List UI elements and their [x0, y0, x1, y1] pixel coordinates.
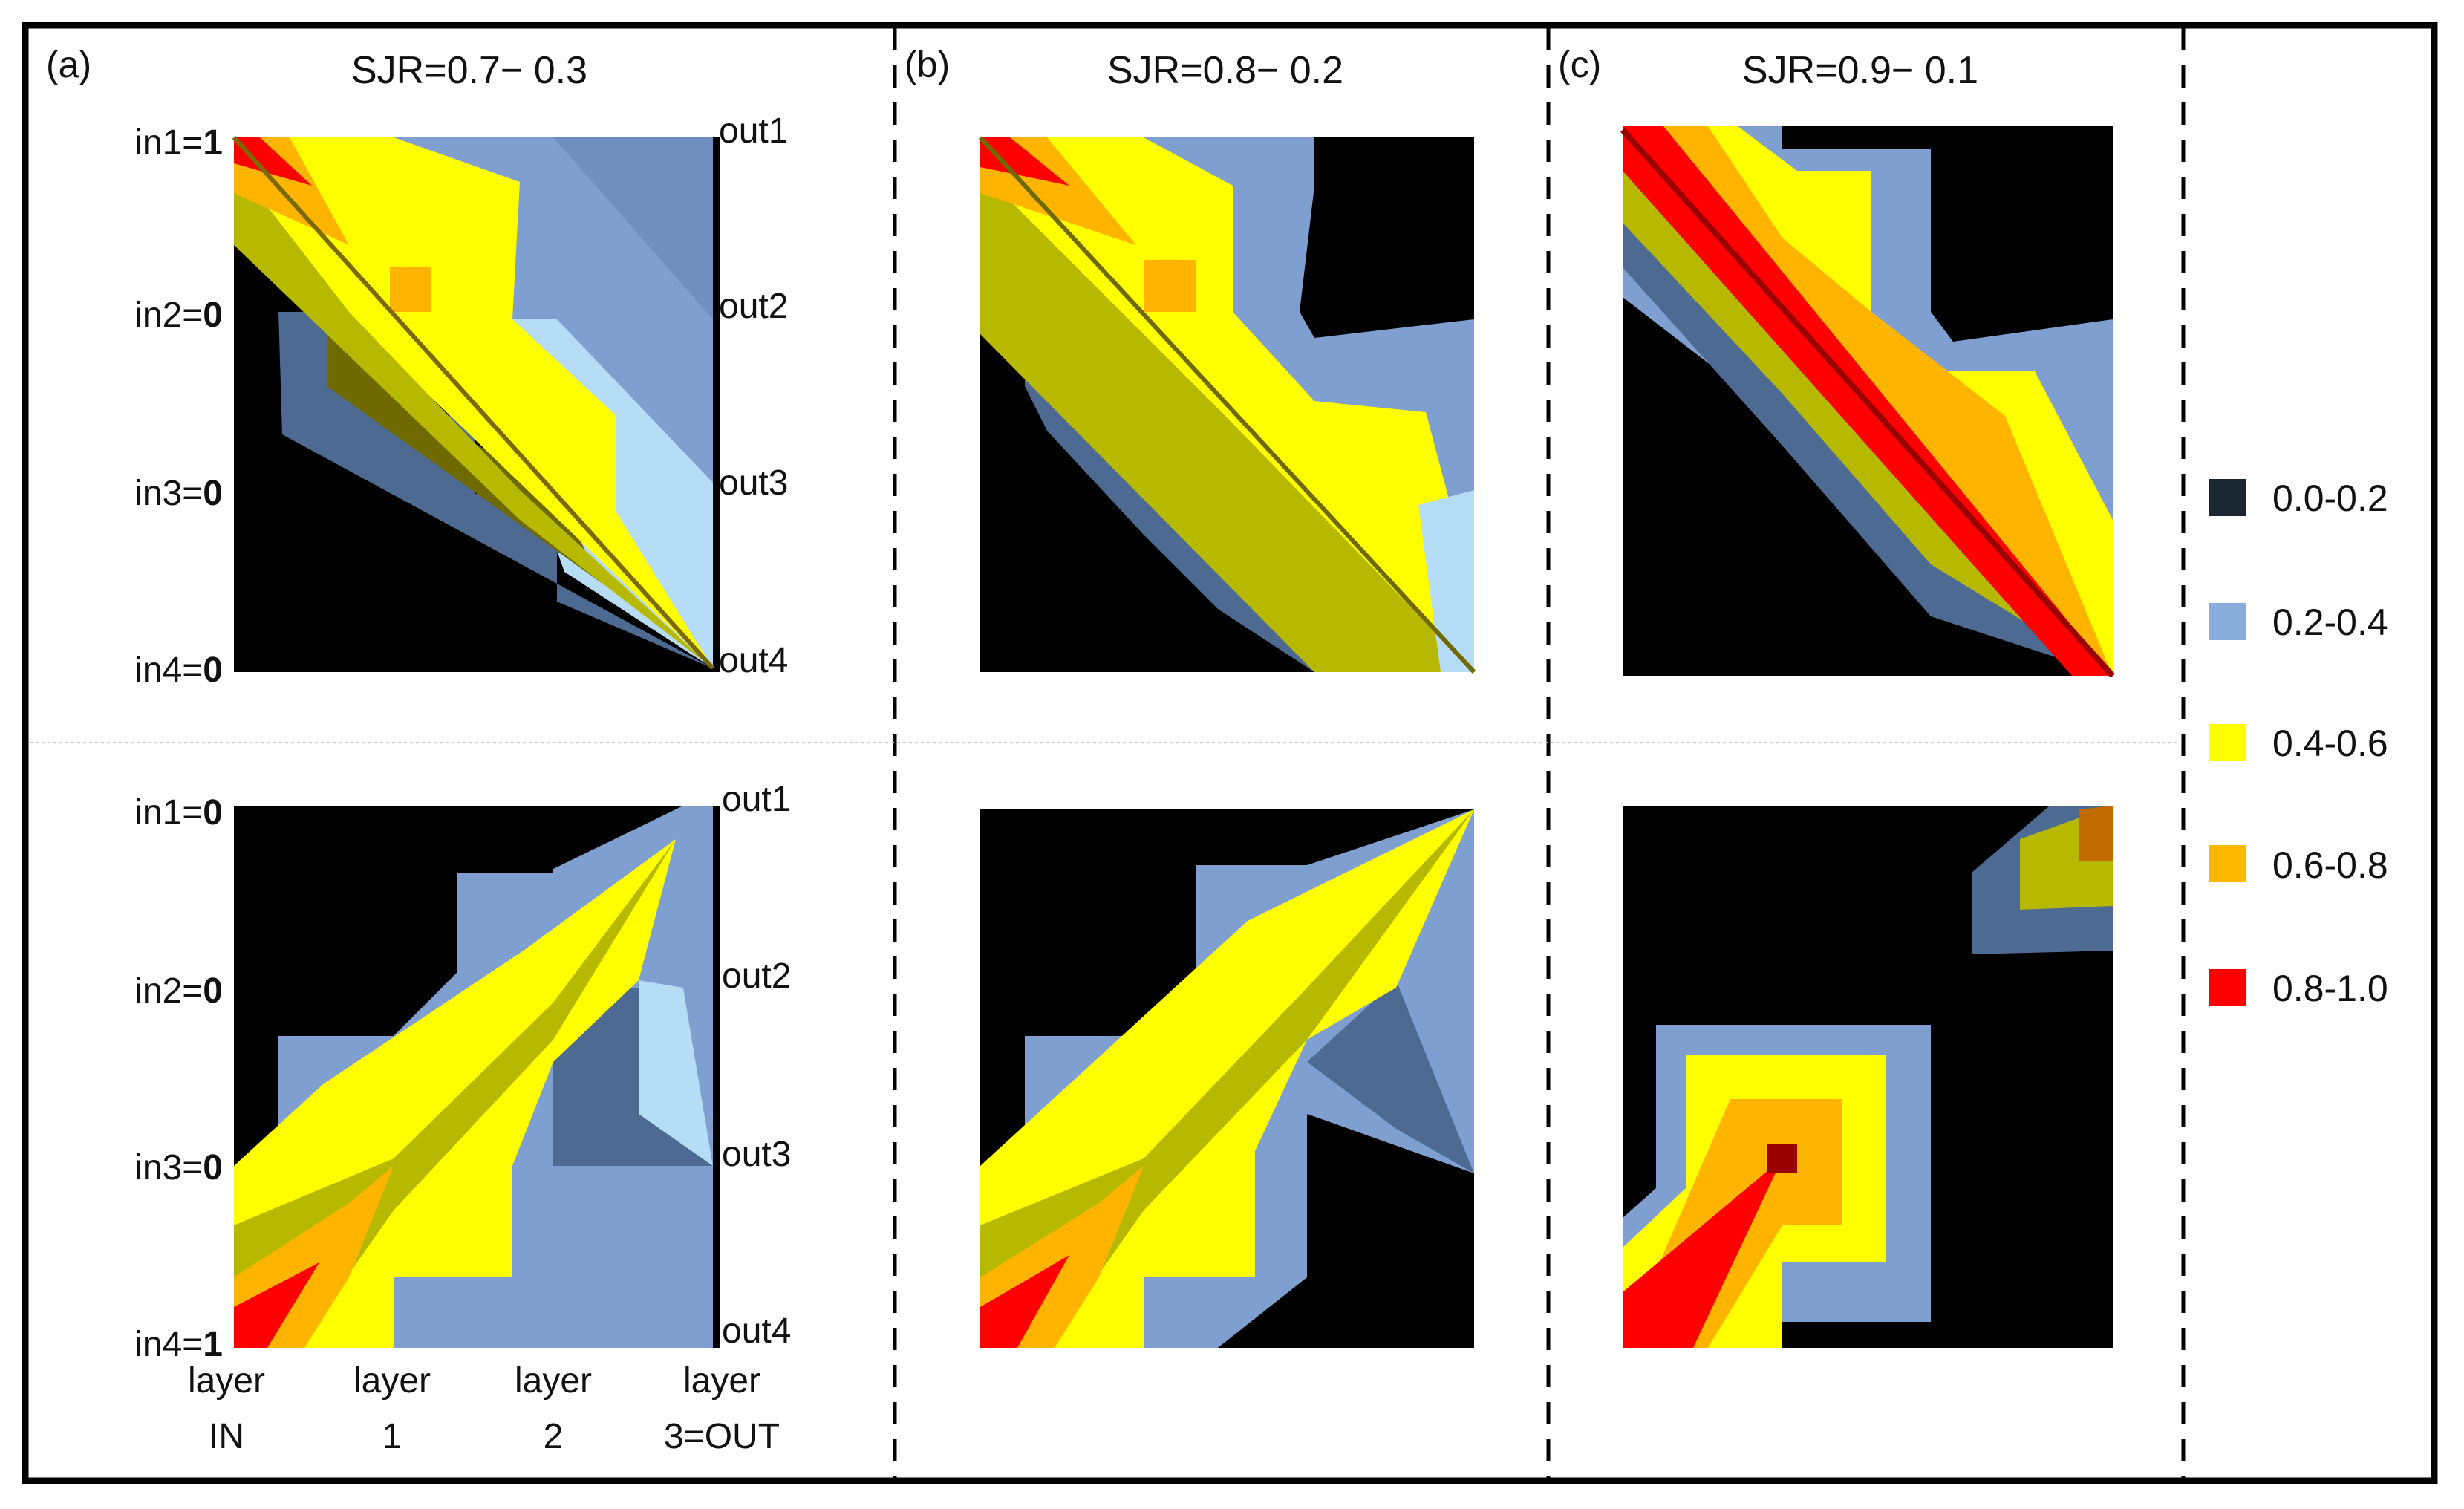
- layer-label-2: layer: [515, 1361, 592, 1401]
- legend-label: 0.8-1.0: [2272, 968, 2388, 1009]
- region-corner-orange: [2079, 806, 2113, 861]
- panel-title-a: SJR=0.7− 0.3: [351, 49, 587, 92]
- legend-swatch: [2209, 845, 2246, 882]
- panel-header-a: (a) SJR=0.7− 0.3: [46, 44, 587, 92]
- legend-label: 0.2-0.4: [2272, 602, 2388, 643]
- region-light-blue: [1418, 490, 1474, 672]
- diagonal-edge: [1620, 128, 2115, 678]
- heatmap-b-top: [978, 135, 1476, 674]
- input-labels-top: in1=1 in2=0 in3=0 in4=0: [134, 123, 223, 690]
- legend-label: 0.4-0.6: [2272, 723, 2388, 764]
- output-label-1: out1: [719, 111, 788, 151]
- region-red: [234, 1262, 319, 1348]
- region-light-blue: [639, 980, 713, 1166]
- region-dark-blue: [1025, 297, 1426, 672]
- panel-letter-a: (a): [46, 44, 91, 85]
- layer-label-in: layer: [188, 1361, 265, 1401]
- region-orange-spot: [1144, 260, 1196, 312]
- legend-swatch: [2209, 479, 2246, 516]
- legend-swatch: [2209, 969, 2246, 1006]
- output-labels-bottom: out1 out2 out3 out4: [722, 780, 791, 1351]
- region-olive: [980, 171, 1474, 672]
- legend: 0.0-0.2 0.2-0.4 0.4-0.6 0.6-0.8 0.8-1.0: [2209, 478, 2388, 1009]
- input-label-4: in4=0: [134, 651, 223, 690]
- input-label-1: in1=0: [134, 793, 223, 832]
- input-label-4: in4=1: [134, 1325, 223, 1364]
- input-label-3: in3=0: [134, 474, 223, 513]
- panel-letter-c: (c): [1558, 44, 1601, 85]
- input-label-2: in2=0: [134, 971, 223, 1011]
- region-blue-shade: [553, 137, 713, 319]
- region-dark-blue: [1307, 980, 1474, 1173]
- output-labels-top: out1 out2 out3 out4: [719, 111, 788, 680]
- input-label-1: in1=1: [134, 123, 223, 163]
- diagonal-edge: [232, 135, 715, 671]
- region-red: [980, 1255, 1069, 1348]
- legend-label: 0.6-0.8: [2272, 844, 2388, 886]
- heatmap-c-bottom: [1623, 806, 2113, 1348]
- region-orange-spot: [390, 267, 431, 312]
- layer-label-1-sub: 1: [382, 1417, 402, 1456]
- heatmap-a-top: [232, 135, 720, 672]
- layer-labels: layer IN layer 1 layer 2 layer 3=OUT: [188, 1361, 780, 1456]
- region-red: [234, 137, 312, 186]
- output-label-4: out4: [722, 1311, 791, 1351]
- layer-label-out: layer: [683, 1361, 760, 1401]
- heatmap-a-bottom: [234, 806, 720, 1348]
- panel-header-b: (b) SJR=0.8− 0.2: [905, 44, 1343, 92]
- input-label-3: in3=0: [134, 1148, 223, 1187]
- heatmap-c-top: [1620, 126, 2115, 678]
- layer-label-2-sub: 2: [544, 1417, 564, 1456]
- panel-title-c: SJR=0.9− 0.1: [1742, 49, 1978, 92]
- layer-label-1: layer: [353, 1361, 431, 1401]
- input-labels-bottom: in1=0 in2=0 in3=0 in4=1: [134, 793, 223, 1364]
- diagonal-edge: [978, 135, 1476, 674]
- output-label-4: out4: [719, 641, 788, 680]
- legend-swatch: [2209, 603, 2246, 640]
- legend-label: 0.0-0.2: [2272, 478, 2388, 519]
- figure-frame: [22, 22, 2438, 1484]
- layer-label-in-sub: IN: [209, 1417, 244, 1456]
- region-red: [1623, 1158, 1782, 1348]
- panel-letter-b: (b): [905, 44, 950, 85]
- output-label-1: out1: [722, 780, 791, 819]
- output-label-2: out2: [719, 287, 788, 326]
- layer-label-out-sub: 3=OUT: [664, 1417, 780, 1456]
- panel-header-c: (c) SJR=0.9− 0.1: [1558, 44, 1978, 92]
- heatmap-b-bottom: [980, 809, 1474, 1348]
- output-label-2: out2: [722, 956, 791, 996]
- region-black-lower: [980, 290, 1474, 672]
- legend-swatch: [2209, 724, 2246, 761]
- panel-title-b: SJR=0.8− 0.2: [1107, 49, 1343, 92]
- input-label-2: in2=0: [134, 296, 223, 335]
- output-label-3: out3: [722, 1135, 791, 1174]
- output-label-3: out3: [719, 463, 788, 503]
- region-red: [980, 137, 1069, 186]
- region-dark-red-spot: [1767, 1144, 1797, 1173]
